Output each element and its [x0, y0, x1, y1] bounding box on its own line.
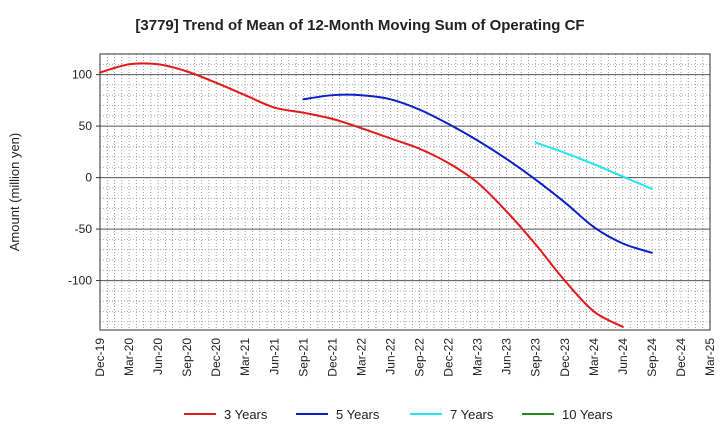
x-tick-label: Jun-24: [616, 338, 630, 375]
x-tick-label: Jun-21: [267, 338, 281, 375]
x-tick-label: Mar-21: [238, 338, 252, 376]
x-tick-label: Dec-24: [674, 338, 688, 377]
y-axis-label: Amount (million yen): [7, 133, 22, 252]
y-tick-label: 100: [72, 68, 92, 82]
x-tick-label: Mar-22: [354, 338, 368, 376]
x-tick-label: Sep-23: [529, 338, 543, 377]
x-axis-ticks: Dec-19 Mar-20 Jun-20 Sep-20 Dec-20 Mar-21 Jun-…: [93, 338, 717, 377]
x-tick-label: Dec-21: [325, 338, 339, 377]
x-tick-label: Sep-24: [645, 338, 659, 377]
x-tick-label: Mar-20: [122, 338, 136, 376]
series-lines: [99, 62, 653, 328]
x-tick-label: Mar-25: [703, 338, 717, 376]
x-tick-label: Mar-23: [471, 338, 485, 376]
x-tick-label: Sep-21: [296, 338, 310, 377]
legend-label: 7 Years: [450, 407, 494, 422]
series-line-3-years: [99, 62, 624, 328]
legend-label: 10 Years: [562, 407, 613, 422]
x-tick-label: Jun-23: [500, 338, 514, 375]
y-tick-label: 50: [79, 119, 93, 133]
series-line-5-years: [302, 93, 653, 254]
x-tick-label: Dec-23: [558, 338, 572, 377]
plot-frame: [99, 53, 711, 331]
x-tick-label: Sep-20: [180, 338, 194, 377]
x-tick-label: Mar-24: [587, 338, 601, 376]
legend-label: 5 Years: [336, 407, 380, 422]
chart-title: [3779] Trend of Mean of 12-Month Moving …: [135, 17, 584, 34]
x-tick-label: Dec-22: [442, 338, 456, 377]
x-tick-label: Jun-20: [151, 338, 165, 375]
x-tick-label: Dec-19: [93, 338, 107, 377]
x-tick-label: Dec-20: [209, 338, 223, 377]
x-tick-label: Sep-22: [413, 338, 427, 377]
grid: [100, 54, 710, 330]
y-axis-ticks: 100 50 0 -50 -100: [68, 68, 100, 288]
x-tick-label: Jun-22: [383, 338, 397, 375]
y-tick-label: -50: [75, 222, 93, 236]
y-tick-label: -100: [68, 274, 92, 288]
series-line-7-years: [534, 141, 653, 190]
y-tick-label: 0: [85, 171, 92, 185]
legend: 3 Years 5 Years 7 Years 10 Years: [184, 407, 613, 422]
legend-label: 3 Years: [224, 407, 268, 422]
